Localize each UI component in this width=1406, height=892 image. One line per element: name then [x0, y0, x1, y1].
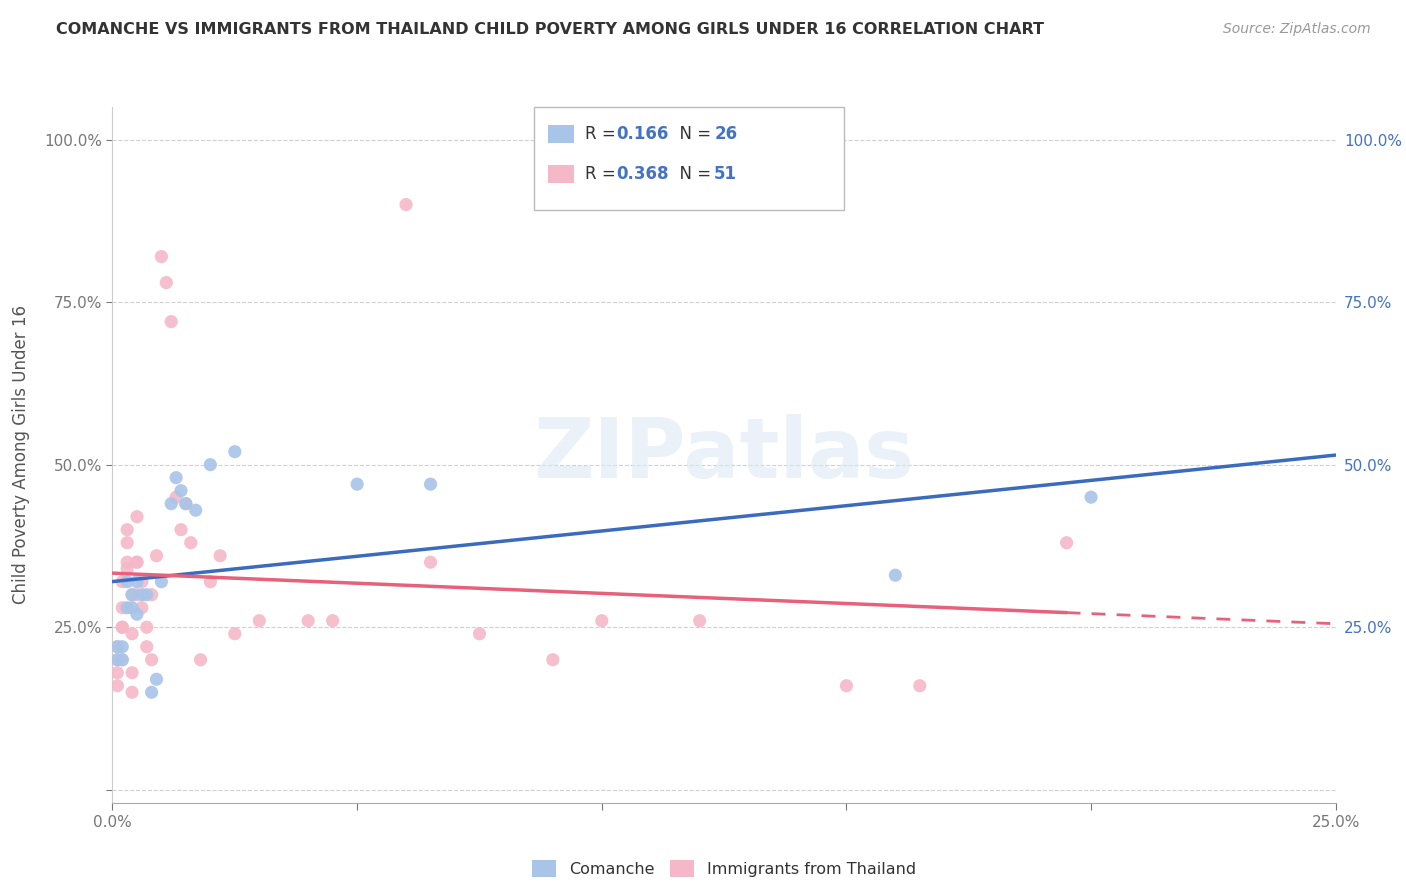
Point	[165, 471, 187, 485]
Point	[160, 315, 183, 329]
Point	[200, 574, 222, 589]
Point	[141, 685, 163, 699]
Point	[111, 574, 134, 589]
Point	[160, 497, 183, 511]
Text: R =: R =	[585, 165, 621, 183]
Text: COMANCHE VS IMMIGRANTS FROM THAILAND CHILD POVERTY AMONG GIRLS UNDER 16 CORRELAT: COMANCHE VS IMMIGRANTS FROM THAILAND CHI…	[56, 22, 1045, 37]
Point	[111, 640, 134, 654]
Text: 51: 51	[714, 165, 737, 183]
Point	[591, 614, 613, 628]
Point	[155, 276, 177, 290]
Point	[884, 568, 907, 582]
Point	[125, 588, 148, 602]
Point	[121, 685, 143, 699]
Point	[115, 555, 138, 569]
Point	[297, 614, 319, 628]
Point	[908, 679, 931, 693]
Point	[224, 626, 246, 640]
Text: 26: 26	[714, 125, 737, 143]
Point	[170, 483, 193, 498]
Legend: Comanche, Immigrants from Thailand: Comanche, Immigrants from Thailand	[524, 852, 924, 885]
Point	[145, 672, 167, 686]
Point	[105, 665, 128, 680]
Point	[184, 503, 207, 517]
Point	[111, 620, 134, 634]
Point	[111, 600, 134, 615]
Text: N =: N =	[669, 165, 717, 183]
Point	[322, 614, 344, 628]
Point	[131, 574, 153, 589]
Point	[105, 653, 128, 667]
Point	[150, 250, 173, 264]
Point	[131, 600, 153, 615]
Point	[468, 626, 491, 640]
Point	[121, 600, 143, 615]
Point	[111, 653, 134, 667]
Point	[190, 653, 212, 667]
Point	[835, 679, 858, 693]
Point	[121, 626, 143, 640]
Point	[346, 477, 368, 491]
Point	[180, 535, 202, 549]
Point	[141, 653, 163, 667]
Point	[111, 653, 134, 667]
Point	[121, 588, 143, 602]
Point	[105, 679, 128, 693]
Point	[150, 574, 173, 589]
Point	[247, 614, 270, 628]
Point	[125, 607, 148, 622]
Text: Source: ZipAtlas.com: Source: ZipAtlas.com	[1223, 22, 1371, 37]
Point	[115, 562, 138, 576]
Point	[121, 588, 143, 602]
Text: R =: R =	[585, 125, 621, 143]
Point	[111, 620, 134, 634]
Point	[125, 555, 148, 569]
Text: 0.368: 0.368	[616, 165, 668, 183]
Point	[131, 588, 153, 602]
Point	[170, 523, 193, 537]
Point	[200, 458, 222, 472]
Point	[145, 549, 167, 563]
Point	[1080, 490, 1102, 504]
Point	[115, 600, 138, 615]
Point	[419, 555, 441, 569]
Point	[135, 620, 157, 634]
Point	[121, 665, 143, 680]
Point	[105, 640, 128, 654]
Point	[125, 555, 148, 569]
Y-axis label: Child Poverty Among Girls Under 16: Child Poverty Among Girls Under 16	[13, 305, 30, 605]
Point	[135, 640, 157, 654]
Point	[224, 444, 246, 458]
Point	[541, 653, 564, 667]
Text: ZIPatlas: ZIPatlas	[534, 415, 914, 495]
Point	[125, 509, 148, 524]
Point	[125, 574, 148, 589]
Text: 0.166: 0.166	[616, 125, 668, 143]
Point	[105, 640, 128, 654]
Point	[209, 549, 232, 563]
Point	[115, 535, 138, 549]
Point	[1056, 535, 1078, 549]
Point	[105, 653, 128, 667]
Text: N =: N =	[669, 125, 717, 143]
Point	[115, 523, 138, 537]
Point	[165, 490, 187, 504]
Point	[419, 477, 441, 491]
Point	[174, 497, 197, 511]
Point	[395, 197, 418, 211]
Point	[135, 588, 157, 602]
Point	[174, 497, 197, 511]
Point	[141, 588, 163, 602]
Point	[115, 574, 138, 589]
Point	[689, 614, 711, 628]
